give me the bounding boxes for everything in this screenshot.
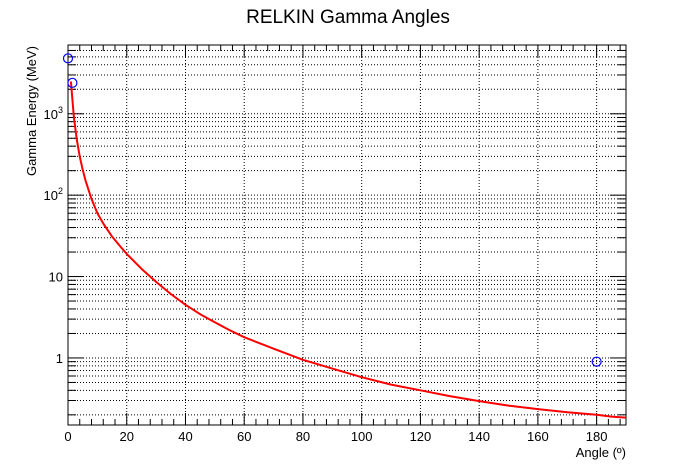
y-axis-title: Gamma Energy (MeV): [24, 46, 39, 176]
x-tick-label: 60: [237, 429, 251, 444]
plot-frame: [67, 44, 627, 426]
chart-title: RELKIN Gamma Angles: [246, 7, 450, 28]
y-tick-label: 102: [44, 186, 63, 203]
y-tick-label: 10: [49, 270, 63, 285]
x-tick-label: 100: [351, 429, 373, 444]
x-axis-title: Angle (º): [576, 445, 626, 460]
data-point-marker: [62, 53, 74, 64]
data-point-marker: [591, 356, 602, 367]
x-tick-label: 0: [64, 429, 71, 444]
series-line: [69, 81, 627, 419]
y-tick-label: 103: [44, 105, 63, 122]
x-tick-label: 140: [468, 429, 490, 444]
x-tick-label: 20: [120, 429, 134, 444]
data-point-marker: [67, 77, 78, 88]
x-tick-label: 80: [296, 429, 310, 444]
x-tick-label: 160: [527, 429, 549, 444]
x-tick-label: 180: [586, 429, 608, 444]
x-tick-label: 120: [410, 429, 432, 444]
y-tick-label: 1: [56, 351, 63, 366]
x-tick-label: 40: [178, 429, 192, 444]
